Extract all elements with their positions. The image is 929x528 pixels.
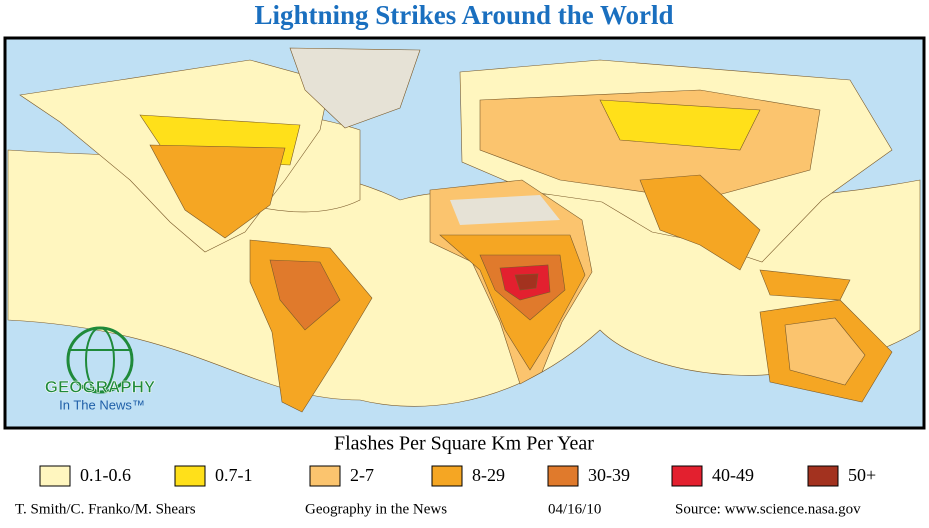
legend-swatch bbox=[174, 465, 206, 487]
map bbox=[7, 47, 921, 413]
legend-swatch bbox=[39, 465, 71, 487]
logo-globe bbox=[85, 327, 115, 393]
region bbox=[269, 259, 341, 331]
footer-series: Geography in the News bbox=[305, 501, 447, 517]
region bbox=[784, 317, 866, 386]
islands bbox=[759, 269, 851, 301]
legend-swatch bbox=[309, 465, 341, 487]
legend: 0.1-0.6 0.7-1 2-7 8-29 30-39 40-49 50+ bbox=[39, 465, 876, 487]
legend-swatch bbox=[807, 465, 839, 487]
legend-label: 0.7-1 bbox=[215, 465, 253, 485]
legend-swatch bbox=[547, 465, 579, 487]
legend-label: 30-39 bbox=[588, 465, 630, 485]
logo-text: GEOGRAPHY bbox=[45, 377, 156, 396]
greenland bbox=[289, 47, 421, 129]
footer-authors: T. Smith/C. Franko/M. Shears bbox=[15, 501, 196, 517]
legend-label: 40-49 bbox=[712, 465, 754, 485]
legend-label: 2-7 bbox=[350, 465, 374, 485]
footer-date: 04/16/10 bbox=[548, 501, 601, 517]
legend-label: 50+ bbox=[848, 465, 876, 485]
legend-swatch bbox=[431, 465, 463, 487]
region bbox=[639, 174, 761, 271]
logo: GEOGRAPHY In The News™ bbox=[44, 326, 156, 412]
region bbox=[149, 144, 286, 239]
region bbox=[514, 273, 539, 291]
title: Lightning Strikes Around the World bbox=[254, 0, 673, 30]
legend-label: 0.1-0.6 bbox=[80, 465, 131, 485]
footer-source: Source: www.science.nasa.gov bbox=[675, 501, 861, 517]
legend-swatch bbox=[671, 465, 703, 487]
legend-title: Flashes Per Square Km Per Year bbox=[334, 433, 594, 455]
legend-label: 8-29 bbox=[472, 465, 505, 485]
sahara bbox=[450, 195, 560, 225]
region bbox=[599, 99, 761, 151]
logo-text: In The News™ bbox=[59, 397, 145, 412]
